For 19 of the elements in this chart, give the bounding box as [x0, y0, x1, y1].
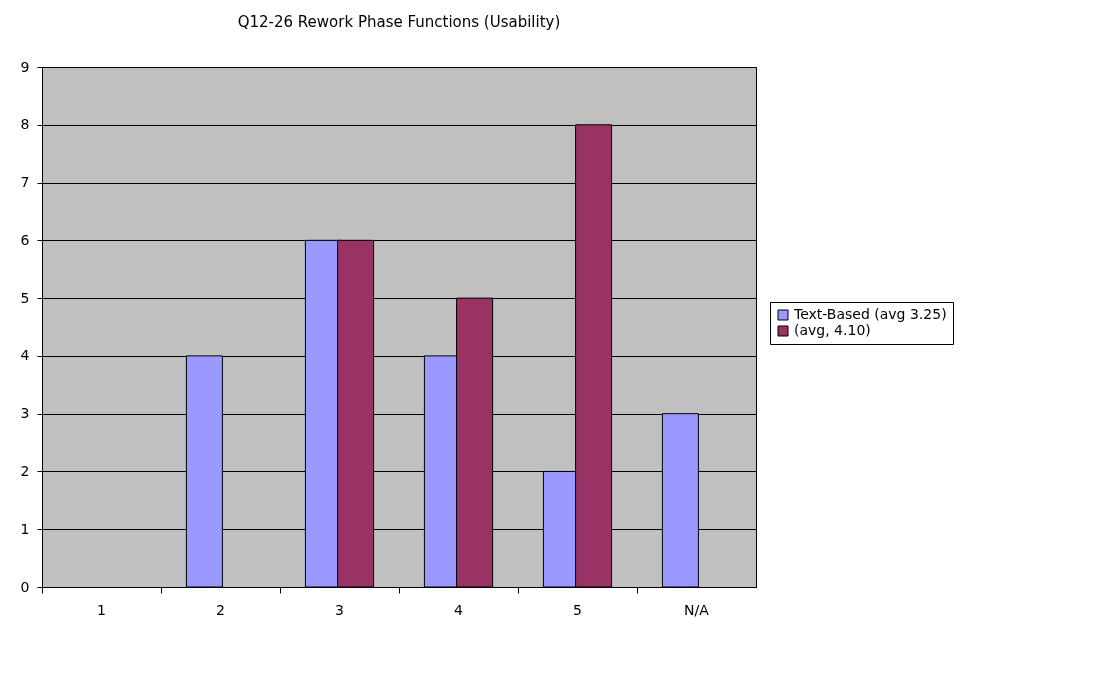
y-tick-label: 9	[20, 58, 30, 75]
x-tick-label: 4	[454, 601, 464, 618]
y-tick-label: 2	[20, 462, 30, 479]
chart-title: Q12-26 Rework Phase Functions (Usability)	[237, 13, 561, 31]
y-tick-label: 4	[20, 347, 30, 364]
y-tick-label: 6	[20, 231, 30, 248]
y-tick-label: 0	[20, 578, 30, 595]
legend-label: (avg, 4.10)	[794, 322, 871, 338]
x-tick-label: 5	[573, 601, 582, 618]
x-tick-label: N/A	[684, 601, 710, 618]
x-tick-label: 1	[97, 601, 106, 618]
legend-label: Text-Based (avg 3.25)	[793, 306, 947, 322]
y-tick-label: 5	[20, 289, 30, 306]
y-tick-label: 1	[20, 520, 30, 537]
y-tick-label: 7	[20, 174, 30, 191]
x-tick-label: 2	[216, 601, 225, 618]
x-tick-label: 3	[335, 601, 344, 618]
y-tick-label: 3	[20, 405, 30, 422]
y-tick-label: 8	[20, 116, 30, 133]
